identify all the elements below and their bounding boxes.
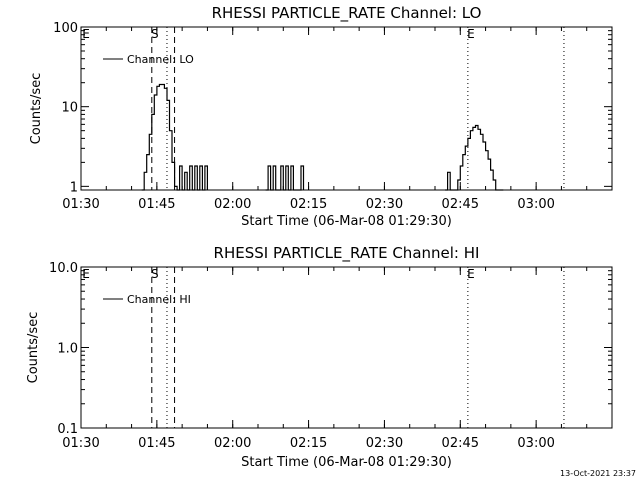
chart-title: RHESSI PARTICLE_RATE Channel: LO xyxy=(212,4,482,23)
x-tick-label: 01:45 xyxy=(138,436,175,451)
corner-label: E xyxy=(82,267,90,281)
x-tick-label: 02:30 xyxy=(366,197,403,212)
x-tick-label: 01:45 xyxy=(138,197,175,212)
x-axis-label: Start Time (06-Mar-08 01:29:30) xyxy=(241,214,452,229)
marker-label: S xyxy=(151,267,159,281)
marker-label: E xyxy=(467,27,475,41)
x-tick-label: 03:00 xyxy=(517,436,554,451)
y-tick-label: 10.0 xyxy=(49,261,78,276)
y-tick-label: 100 xyxy=(53,21,78,36)
x-tick-label: 02:15 xyxy=(290,436,327,451)
x-tick-label: 02:15 xyxy=(290,197,327,212)
x-tick-label: 02:00 xyxy=(214,436,251,451)
plot-frame xyxy=(80,26,613,191)
y-axis-label: Counts/sec xyxy=(29,73,44,145)
footer-timestamp: 13-Oct-2021 23:37 xyxy=(560,469,636,478)
chart-panel-lo: RHESSI PARTICLE_RATE Channel: LO 01:30 01:… xyxy=(29,4,613,229)
corner-label: E xyxy=(82,27,90,41)
series-line xyxy=(445,124,504,191)
x-tick-label: 03:00 xyxy=(517,197,554,212)
legend-label: Channel: LO xyxy=(127,53,194,66)
y-tick-label: 1 xyxy=(70,180,78,195)
series-line xyxy=(265,165,305,191)
plot-frame xyxy=(80,266,613,429)
x-tick-label: 02:30 xyxy=(366,436,403,451)
x-axis-label: Start Time (06-Mar-08 01:29:30) xyxy=(241,455,452,470)
marker-label: E xyxy=(467,267,475,281)
y-tick-label: 0.1 xyxy=(57,422,78,437)
x-tick-label: 02:45 xyxy=(442,197,479,212)
series-line xyxy=(141,83,208,191)
chart-panel-hi: RHESSI PARTICLE_RATE Channel: HI 01:30 01:… xyxy=(26,244,613,470)
y-tick-label: 1.0 xyxy=(57,342,78,357)
x-tick-label: 02:00 xyxy=(214,197,251,212)
chart-title: RHESSI PARTICLE_RATE Channel: HI xyxy=(214,244,480,263)
x-tick-label: 02:45 xyxy=(442,436,479,451)
y-tick-label: 10 xyxy=(61,101,78,116)
x-tick-label: 01:30 xyxy=(62,436,99,451)
y-axis-label: Counts/sec xyxy=(26,312,41,384)
legend-label: Channel: HI xyxy=(127,293,191,306)
marker-label: S xyxy=(151,27,159,41)
x-tick-label: 01:30 xyxy=(62,197,99,212)
